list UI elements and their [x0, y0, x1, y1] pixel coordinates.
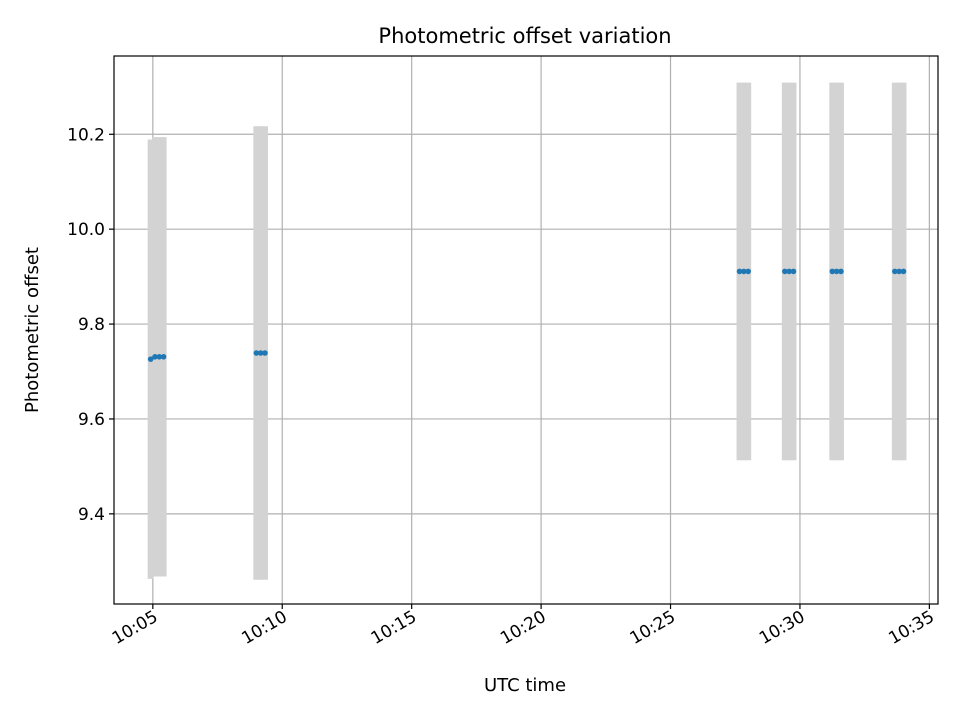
data-point: [829, 268, 836, 275]
data-point: [257, 350, 264, 356]
data-point: [160, 354, 167, 360]
data-point: [152, 354, 158, 360]
chart-title: Photometric offset variation: [378, 24, 671, 48]
y-axis-title: Photometric offset: [22, 247, 43, 413]
data-point: [147, 356, 154, 362]
data-point: [253, 350, 260, 356]
y-tick-label: 9.8: [78, 315, 105, 335]
data-point: [745, 268, 751, 275]
data-point: [262, 350, 268, 356]
plot-frame: [113, 55, 939, 605]
grid-lines: [114, 56, 938, 604]
data-points: [147, 268, 907, 362]
data-point: [782, 268, 788, 275]
data-point: [833, 268, 840, 275]
data-point: [790, 268, 797, 275]
y-tick-label: 10.0: [67, 220, 105, 240]
y-tick-label: 9.6: [78, 410, 105, 430]
data-point: [900, 268, 907, 275]
y-tick-label: 9.4: [78, 505, 105, 525]
data-point: [786, 268, 792, 275]
data-point: [892, 268, 898, 275]
y-axis-ticks: 9.4 9.6 9.8 10.0 10.2: [67, 125, 114, 525]
x-axis-title: UTC time: [484, 675, 566, 696]
data-point: [156, 354, 163, 360]
y-tick-label: 10.2: [67, 125, 105, 145]
data-point: [896, 268, 902, 275]
data-point: [838, 268, 844, 275]
data-point: [736, 268, 743, 275]
data-point: [741, 268, 747, 275]
